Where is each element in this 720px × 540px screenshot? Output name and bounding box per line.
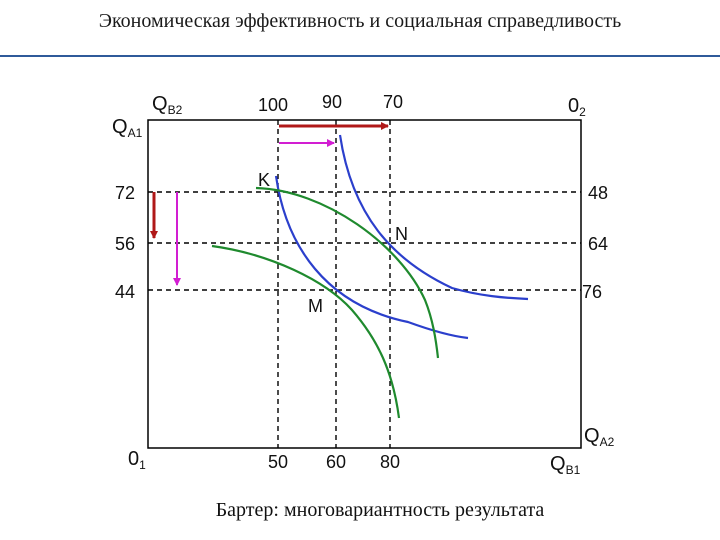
- point-label-k: K: [258, 170, 270, 190]
- tick-bottom-60: 60: [326, 452, 346, 472]
- indifference-curve-a-k: [274, 175, 469, 340]
- tick-bottom-80: 80: [380, 452, 400, 472]
- tick-top-70: 70: [383, 92, 403, 112]
- tick-right-48: 48: [588, 183, 608, 203]
- edgeworth-box: [147, 119, 582, 449]
- tick-left-72: 72: [115, 183, 135, 203]
- slide-title: Экономическая эффективность и социальная…: [98, 10, 622, 32]
- title-underline: [0, 55, 720, 57]
- tick-right-64: 64: [588, 234, 608, 254]
- indifference-curve-b-m: [211, 244, 401, 419]
- slide-caption: Бартер: многовариантность результата: [215, 499, 545, 521]
- indifference-curve-a-n: [338, 134, 529, 301]
- label-qa1: QA1: [112, 116, 143, 140]
- tick-bottom-50: 50: [268, 452, 288, 472]
- tick-top-100: 100: [258, 95, 288, 115]
- label-qa2: QA2: [584, 425, 615, 449]
- label-origin-2: 02: [568, 95, 586, 119]
- tick-right-76: 76: [582, 282, 602, 302]
- tick-top-90: 90: [322, 92, 342, 112]
- tick-left-56: 56: [115, 234, 135, 254]
- tick-left-44: 44: [115, 282, 135, 302]
- point-label-n: N: [395, 224, 408, 244]
- label-qb2: QB2: [152, 93, 183, 117]
- label-qb1: QB1: [550, 453, 581, 477]
- point-label-m: M: [308, 296, 323, 316]
- indifference-curve-b-k: [255, 186, 440, 359]
- label-origin-1: 01: [128, 448, 146, 472]
